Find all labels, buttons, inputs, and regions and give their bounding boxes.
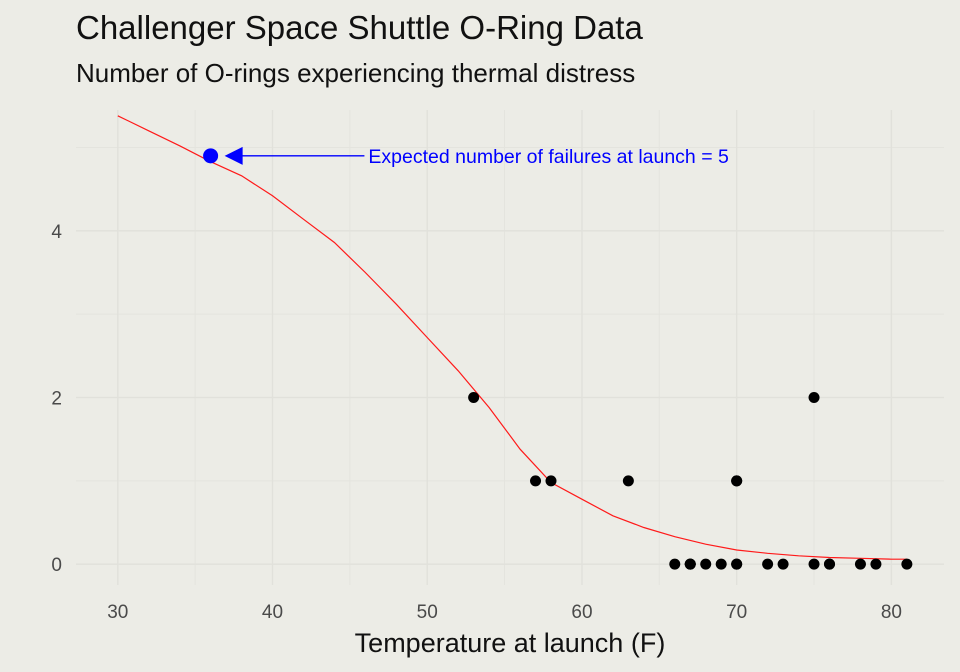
x-tick-label: 30	[107, 602, 128, 623]
data-point	[777, 558, 789, 570]
annotation-layer: Expected number of failures at launch = …	[203, 146, 729, 168]
grid	[76, 110, 944, 585]
data-point	[731, 475, 743, 487]
data-point	[530, 475, 542, 487]
data-point	[731, 558, 743, 570]
y-tick-label: 0	[51, 555, 62, 576]
data-point	[545, 475, 557, 487]
data-point	[854, 558, 866, 570]
x-tick-label: 60	[571, 602, 592, 623]
data-point	[870, 558, 882, 570]
data-point	[901, 558, 913, 570]
y-tick-label: 2	[51, 389, 62, 410]
data-point	[762, 558, 774, 570]
x-tick-label: 80	[881, 602, 902, 623]
annotation-arrow-head	[224, 146, 243, 165]
annotation-text: Expected number of failures at launch = …	[368, 146, 729, 168]
data-point	[684, 558, 696, 570]
data-point	[700, 558, 712, 570]
chart-subtitle: Number of O-rings experiencing thermal d…	[76, 58, 635, 88]
x-axis-label: Temperature at launch (F)	[355, 628, 666, 658]
data-point	[808, 558, 820, 570]
data-point	[622, 475, 634, 487]
y-tick-labels: 0 2 4	[51, 222, 62, 576]
y-tick-label: 4	[51, 222, 62, 243]
data-point	[669, 558, 681, 570]
x-tick-label: 70	[726, 602, 747, 623]
data-point	[468, 392, 480, 403]
annotation-highlight-point	[203, 148, 219, 164]
x-tick-labels: 30 40 50 60 70 80	[107, 602, 902, 623]
fitted-curve	[117, 115, 907, 560]
chart-title: Challenger Space Shuttle O-Ring Data	[76, 9, 643, 46]
fitted-curve-layer	[117, 115, 907, 560]
data-points-layer	[468, 392, 913, 570]
x-tick-label: 40	[262, 602, 283, 623]
data-point	[824, 558, 836, 570]
data-point	[808, 392, 820, 403]
data-point	[715, 558, 727, 570]
x-tick-label: 50	[417, 602, 438, 623]
